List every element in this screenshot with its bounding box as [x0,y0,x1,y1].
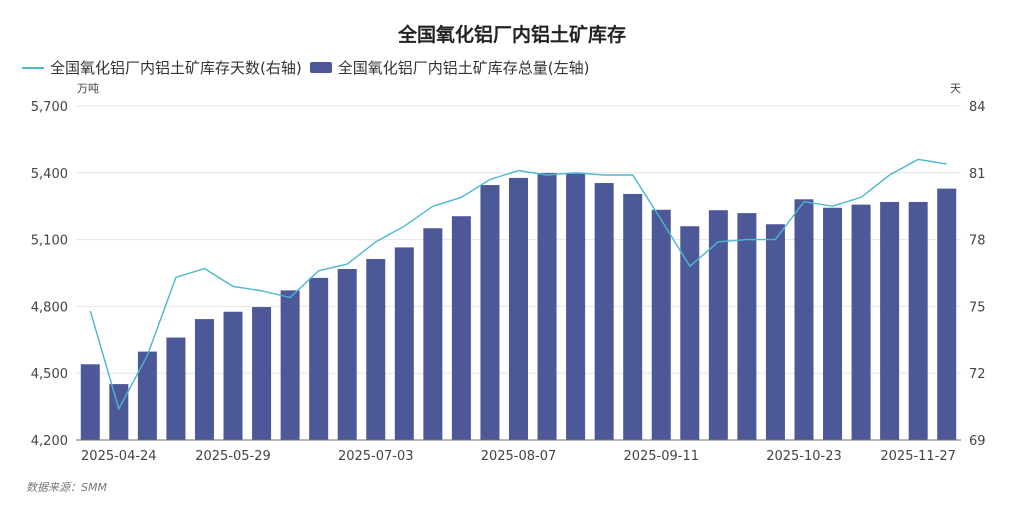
x-axis-tick-label: 2025-05-29 [195,449,271,464]
x-axis-tick-label: 2025-09-11 [623,449,699,464]
left-axis-tick-label: 4,200 [31,434,68,449]
left-axis-tick-label: 5,100 [31,234,68,249]
bar [765,224,785,440]
right-axis-unit: 天 [950,82,961,95]
left-axis-tick-label: 4,800 [31,300,68,315]
bar [366,258,386,440]
left-axis-tick-label: 4,500 [31,367,68,382]
bar [109,384,129,440]
data-source: 数据来源：SMM [26,481,107,494]
bar [451,216,471,440]
x-axis-tick-label: 2025-10-23 [766,449,842,464]
bar [566,173,586,440]
x-axis-tick-label: 2025-04-24 [81,449,157,464]
x-axis-tick-label: 2025-11-27 [880,449,956,464]
legend: 全国氧化铝厂内铝土矿库存天数(右轴) 全国氧化铝厂内铝土矿库存总量(左轴) [22,57,597,78]
bar [137,351,157,440]
legend-label-days: 全国氧化铝厂内铝土矿库存天数(右轴) [50,59,302,77]
days-line [89,158,947,411]
line-swatch-icon [22,66,44,69]
bar [880,201,900,440]
bar [651,209,671,440]
bar [252,307,272,440]
bar [623,193,643,440]
left-axis-tick-label: 5,400 [31,167,68,182]
bar [80,364,100,440]
bar [537,173,557,441]
bar [423,228,443,440]
left-axis-tick-label: 5,700 [31,100,68,115]
bar [223,311,243,440]
legend-label-total: 全国氧化铝厂内铝土矿库存总量(左轴) [337,59,590,77]
bar [194,319,214,440]
bar [309,277,329,440]
bar [594,183,614,440]
right-axis-tick-label: 69 [969,434,986,449]
legend-item-days[interactable]: 全国氧化铝厂内铝土矿库存天数(右轴) [22,57,302,78]
bar [166,337,186,440]
x-axis-tick-label: 2025-08-07 [481,449,557,464]
x-axis-tick-label: 2025-07-03 [338,449,414,464]
right-axis-tick-label: 75 [969,300,986,315]
right-axis-tick-label: 78 [969,234,986,249]
bar [280,290,300,440]
bar [737,213,757,440]
bar [851,204,871,440]
bar [394,247,414,440]
bar [794,199,814,440]
bar [823,207,843,440]
left-axis-unit: 万吨 [77,82,99,95]
bar [937,188,957,440]
right-axis-tick-label: 81 [969,167,986,182]
chart-title: 全国氧化铝厂内铝土矿库存 [397,24,626,46]
right-axis-tick-label: 84 [969,100,986,115]
bar [509,177,528,440]
bar [908,201,928,440]
bar [708,210,728,440]
bar [480,185,500,440]
right-axis-tick-label: 72 [969,367,986,382]
bar [337,268,357,440]
bar-swatch-icon [309,62,332,73]
legend-item-total[interactable]: 全国氧化铝厂内铝土矿库存总量(左轴) [309,57,590,78]
bar [680,226,700,440]
